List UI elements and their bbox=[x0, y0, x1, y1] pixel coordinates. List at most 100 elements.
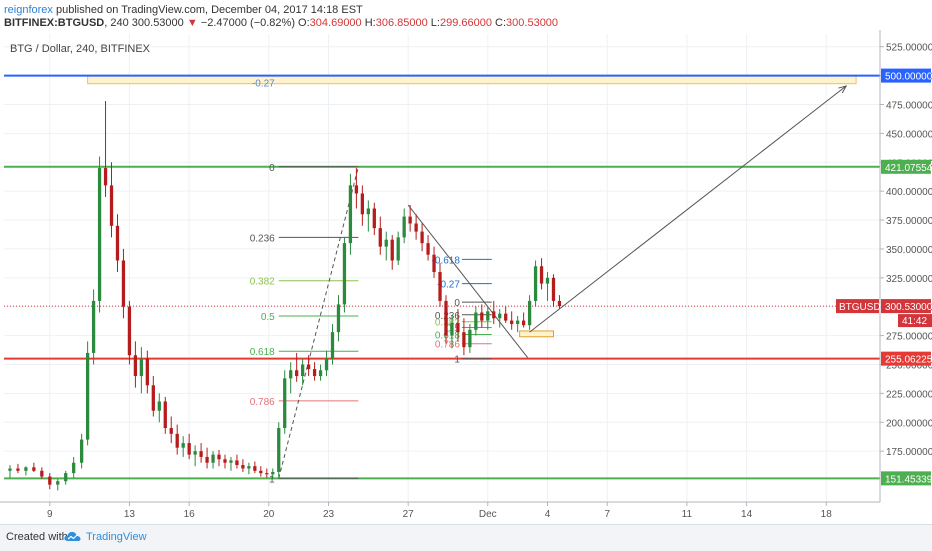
candle-body bbox=[97, 168, 102, 301]
pane-title: BTG / Dollar, 240, BITFINEX bbox=[10, 43, 151, 55]
candle-body bbox=[468, 329, 472, 348]
candle-body bbox=[211, 454, 215, 463]
candle-body bbox=[91, 300, 96, 353]
level-price-tag bbox=[881, 299, 931, 314]
candle-body bbox=[372, 208, 376, 229]
x-tick-label: 11 bbox=[682, 509, 693, 520]
candle-body bbox=[289, 370, 293, 379]
candle-body bbox=[498, 313, 502, 319]
candle-body bbox=[151, 385, 155, 411]
candle-body bbox=[300, 364, 305, 377]
candle-body bbox=[32, 467, 36, 471]
candle-body bbox=[181, 443, 185, 448]
candle-body bbox=[557, 300, 562, 307]
candle-body bbox=[247, 466, 251, 469]
open-value: 304.69000 bbox=[309, 17, 362, 29]
candle-body bbox=[115, 225, 120, 261]
candle-body bbox=[474, 312, 478, 330]
candle-body bbox=[157, 401, 161, 411]
candle-body bbox=[336, 304, 341, 333]
candle-body bbox=[432, 254, 436, 273]
tradingview-logo-icon bbox=[64, 531, 81, 541]
trend-line[interactable] bbox=[278, 166, 359, 479]
candle-body bbox=[480, 312, 484, 321]
candle-body bbox=[306, 364, 311, 370]
countdown-label: 41:42 bbox=[902, 316, 927, 327]
candle-body bbox=[169, 428, 173, 434]
candle-body bbox=[450, 322, 454, 336]
candle-body bbox=[426, 243, 430, 255]
fib-left-level-label: 0.5 bbox=[261, 312, 275, 323]
x-tick-label: 18 bbox=[821, 509, 833, 520]
y-tick-label: 200.000000 bbox=[886, 418, 932, 429]
high-value: 306.85000 bbox=[375, 17, 428, 29]
candle-body bbox=[456, 322, 460, 333]
y-tick-label: 175.000000 bbox=[886, 447, 932, 458]
chart-header: reignforex published on TradingView.com,… bbox=[0, 0, 932, 30]
candle-body bbox=[348, 185, 353, 244]
symbol-name[interactable]: BITFINEX:BTGUSD bbox=[4, 17, 105, 29]
candle-body bbox=[145, 358, 149, 386]
candle-body bbox=[283, 378, 287, 429]
support-zone[interactable] bbox=[519, 330, 554, 338]
tradingview-brand-link[interactable]: TradingView bbox=[86, 531, 147, 543]
candle-body bbox=[217, 454, 221, 460]
close-value: 300.53000 bbox=[506, 17, 559, 29]
level-price-tag bbox=[881, 471, 931, 486]
candle-body bbox=[318, 370, 323, 377]
candle-body bbox=[378, 228, 382, 247]
price-axis[interactable] bbox=[880, 30, 932, 502]
candle-body bbox=[342, 243, 347, 305]
candle-body bbox=[521, 320, 526, 326]
trend-line[interactable] bbox=[407, 204, 529, 358]
fib-right-level-label: -0.27 bbox=[437, 280, 460, 291]
candle-body bbox=[187, 443, 191, 455]
candle-body bbox=[259, 470, 263, 474]
candle-body bbox=[85, 352, 90, 440]
candle-body bbox=[551, 277, 556, 301]
time-axis[interactable] bbox=[0, 502, 880, 520]
projection-arrow-line[interactable] bbox=[529, 85, 847, 333]
candle-body bbox=[16, 468, 20, 471]
candle-body bbox=[324, 358, 329, 371]
candle-body bbox=[56, 481, 60, 485]
candle-body bbox=[205, 456, 209, 463]
fib-left-level-label: 0.618 bbox=[250, 347, 275, 358]
target-zone[interactable] bbox=[87, 75, 857, 85]
fib-left-level-label: 0.236 bbox=[250, 233, 275, 244]
y-tick-label: 250.000000 bbox=[886, 360, 932, 371]
candle-body bbox=[223, 459, 227, 463]
candle-body bbox=[354, 185, 359, 194]
candle-body bbox=[444, 300, 448, 336]
candle-body bbox=[408, 216, 412, 224]
high-label: H: bbox=[364, 17, 376, 29]
candle-body bbox=[414, 223, 418, 232]
low-value: 299.66000 bbox=[439, 17, 492, 29]
x-tick-label: 20 bbox=[263, 509, 275, 520]
candle-body bbox=[462, 332, 466, 348]
candle-body bbox=[271, 471, 275, 475]
publish-info: reignforex published on TradingView.com,… bbox=[4, 4, 363, 16]
down-arrow-icon: ▼ bbox=[186, 17, 198, 29]
fib-left-level-label: 0 bbox=[269, 163, 275, 174]
candle-body bbox=[360, 193, 365, 215]
level-price-tag-label: 500.000000 bbox=[885, 72, 932, 83]
y-tick-label: 375.000000 bbox=[886, 216, 932, 227]
price-chart[interactable]: BTG / Dollar, 240, BITFINEX 0 0.236 0.382 0.… bbox=[0, 30, 932, 520]
candle-body bbox=[396, 237, 400, 261]
candle-body bbox=[516, 320, 520, 325]
candle-body bbox=[366, 208, 370, 215]
candle-body bbox=[486, 311, 490, 321]
candle-body bbox=[390, 239, 394, 261]
symbol-tag-label: BTGUSD bbox=[839, 302, 881, 313]
candle-body bbox=[504, 313, 508, 321]
candle-body bbox=[40, 470, 44, 477]
candle-body bbox=[545, 277, 550, 284]
author-link[interactable]: reignforex bbox=[4, 4, 53, 16]
candle-body bbox=[510, 320, 514, 325]
candle-body bbox=[72, 462, 76, 474]
candle-body bbox=[163, 401, 167, 429]
candle-body bbox=[229, 460, 233, 463]
candle-body bbox=[133, 355, 138, 377]
candle-body bbox=[241, 465, 245, 469]
